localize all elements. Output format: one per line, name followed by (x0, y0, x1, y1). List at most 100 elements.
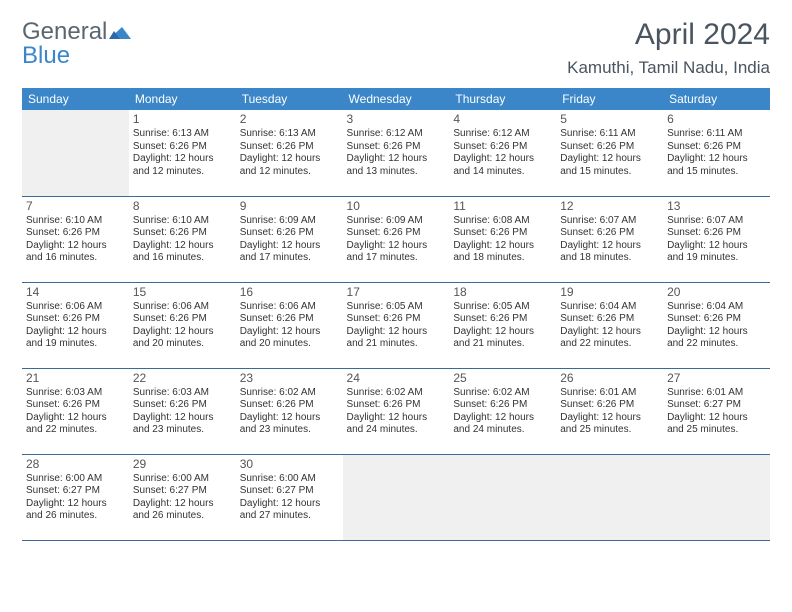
daylight-line: Daylight: 12 hours and 23 minutes. (240, 412, 339, 437)
sunrise-line: Sunrise: 6:10 AM (26, 215, 125, 228)
sunrise-line: Sunrise: 6:01 AM (667, 387, 766, 400)
day-number: 19 (560, 285, 659, 300)
title-block: April 2024 Kamuthi, Tamil Nadu, India (567, 18, 770, 78)
daylight-line: Daylight: 12 hours and 12 minutes. (133, 153, 232, 178)
calendar-table: SundayMondayTuesdayWednesdayThursdayFrid… (22, 88, 770, 541)
sunset-line: Sunset: 6:26 PM (560, 141, 659, 154)
day-number: 30 (240, 457, 339, 472)
daylight-line: Daylight: 12 hours and 22 minutes. (560, 326, 659, 351)
weekday-header: Tuesday (236, 88, 343, 110)
day-number: 26 (560, 371, 659, 386)
calendar-cell: 21Sunrise: 6:03 AMSunset: 6:26 PMDayligh… (22, 368, 129, 454)
day-number: 2 (240, 112, 339, 127)
sunrise-line: Sunrise: 6:04 AM (560, 301, 659, 314)
sunset-line: Sunset: 6:26 PM (453, 227, 552, 240)
sunrise-line: Sunrise: 6:09 AM (347, 215, 446, 228)
sunrise-line: Sunrise: 6:08 AM (453, 215, 552, 228)
logo-mark-icon (109, 18, 131, 45)
daylight-line: Daylight: 12 hours and 21 minutes. (453, 326, 552, 351)
calendar-cell: 4Sunrise: 6:12 AMSunset: 6:26 PMDaylight… (449, 110, 556, 196)
sunrise-line: Sunrise: 6:03 AM (26, 387, 125, 400)
sunset-line: Sunset: 6:26 PM (347, 141, 446, 154)
calendar-cell (449, 454, 556, 540)
header: GeneralBlue April 2024 Kamuthi, Tamil Na… (22, 18, 770, 78)
day-number: 6 (667, 112, 766, 127)
calendar-cell: 24Sunrise: 6:02 AMSunset: 6:26 PMDayligh… (343, 368, 450, 454)
sunrise-line: Sunrise: 6:00 AM (26, 473, 125, 486)
calendar-cell: 20Sunrise: 6:04 AMSunset: 6:26 PMDayligh… (663, 282, 770, 368)
calendar-row: 1Sunrise: 6:13 AMSunset: 6:26 PMDaylight… (22, 110, 770, 196)
sunrise-line: Sunrise: 6:04 AM (667, 301, 766, 314)
day-number: 29 (133, 457, 232, 472)
sunset-line: Sunset: 6:26 PM (133, 141, 232, 154)
calendar-body: 1Sunrise: 6:13 AMSunset: 6:26 PMDaylight… (22, 110, 770, 540)
location: Kamuthi, Tamil Nadu, India (567, 58, 770, 78)
daylight-line: Daylight: 12 hours and 20 minutes. (133, 326, 232, 351)
day-number: 28 (26, 457, 125, 472)
calendar-cell: 22Sunrise: 6:03 AMSunset: 6:26 PMDayligh… (129, 368, 236, 454)
sunset-line: Sunset: 6:26 PM (240, 399, 339, 412)
calendar-cell: 7Sunrise: 6:10 AMSunset: 6:26 PMDaylight… (22, 196, 129, 282)
calendar-cell: 8Sunrise: 6:10 AMSunset: 6:26 PMDaylight… (129, 196, 236, 282)
daylight-line: Daylight: 12 hours and 26 minutes. (26, 498, 125, 523)
day-number: 22 (133, 371, 232, 386)
sunrise-line: Sunrise: 6:12 AM (347, 128, 446, 141)
sunrise-line: Sunrise: 6:06 AM (133, 301, 232, 314)
brand-logo: GeneralBlue (22, 18, 131, 70)
daylight-line: Daylight: 12 hours and 20 minutes. (240, 326, 339, 351)
daylight-line: Daylight: 12 hours and 17 minutes. (240, 240, 339, 265)
sunset-line: Sunset: 6:26 PM (667, 141, 766, 154)
day-number: 7 (26, 199, 125, 214)
calendar-row: 7Sunrise: 6:10 AMSunset: 6:26 PMDaylight… (22, 196, 770, 282)
sunrise-line: Sunrise: 6:05 AM (453, 301, 552, 314)
day-number: 15 (133, 285, 232, 300)
calendar-cell: 23Sunrise: 6:02 AMSunset: 6:26 PMDayligh… (236, 368, 343, 454)
daylight-line: Daylight: 12 hours and 16 minutes. (133, 240, 232, 265)
calendar-cell: 26Sunrise: 6:01 AMSunset: 6:26 PMDayligh… (556, 368, 663, 454)
sunset-line: Sunset: 6:26 PM (453, 313, 552, 326)
sunrise-line: Sunrise: 6:03 AM (133, 387, 232, 400)
daylight-line: Daylight: 12 hours and 26 minutes. (133, 498, 232, 523)
calendar-row: 21Sunrise: 6:03 AMSunset: 6:26 PMDayligh… (22, 368, 770, 454)
sunrise-line: Sunrise: 6:00 AM (133, 473, 232, 486)
day-number: 20 (667, 285, 766, 300)
calendar-cell: 15Sunrise: 6:06 AMSunset: 6:26 PMDayligh… (129, 282, 236, 368)
calendar-cell (663, 454, 770, 540)
calendar-cell: 17Sunrise: 6:05 AMSunset: 6:26 PMDayligh… (343, 282, 450, 368)
calendar-cell: 14Sunrise: 6:06 AMSunset: 6:26 PMDayligh… (22, 282, 129, 368)
calendar-cell (22, 110, 129, 196)
calendar-cell: 25Sunrise: 6:02 AMSunset: 6:26 PMDayligh… (449, 368, 556, 454)
sunset-line: Sunset: 6:26 PM (667, 313, 766, 326)
day-number: 10 (347, 199, 446, 214)
brand-text-2: Blue (22, 42, 131, 70)
day-number: 27 (667, 371, 766, 386)
sunrise-line: Sunrise: 6:06 AM (26, 301, 125, 314)
sunset-line: Sunset: 6:26 PM (26, 313, 125, 326)
day-number: 11 (453, 199, 552, 214)
sunrise-line: Sunrise: 6:06 AM (240, 301, 339, 314)
day-number: 18 (453, 285, 552, 300)
calendar-cell: 3Sunrise: 6:12 AMSunset: 6:26 PMDaylight… (343, 110, 450, 196)
daylight-line: Daylight: 12 hours and 15 minutes. (667, 153, 766, 178)
sunset-line: Sunset: 6:26 PM (133, 227, 232, 240)
daylight-line: Daylight: 12 hours and 22 minutes. (26, 412, 125, 437)
weekday-header: Saturday (663, 88, 770, 110)
sunset-line: Sunset: 6:26 PM (347, 313, 446, 326)
month-title: April 2024 (567, 18, 770, 52)
day-number: 9 (240, 199, 339, 214)
daylight-line: Daylight: 12 hours and 15 minutes. (560, 153, 659, 178)
sunset-line: Sunset: 6:26 PM (240, 313, 339, 326)
sunrise-line: Sunrise: 6:12 AM (453, 128, 552, 141)
day-number: 14 (26, 285, 125, 300)
calendar-cell: 16Sunrise: 6:06 AMSunset: 6:26 PMDayligh… (236, 282, 343, 368)
day-number: 21 (26, 371, 125, 386)
brand-text-1: General (22, 18, 107, 45)
day-number: 24 (347, 371, 446, 386)
daylight-line: Daylight: 12 hours and 19 minutes. (26, 326, 125, 351)
daylight-line: Daylight: 12 hours and 21 minutes. (347, 326, 446, 351)
weekday-header: Friday (556, 88, 663, 110)
sunset-line: Sunset: 6:26 PM (133, 313, 232, 326)
sunset-line: Sunset: 6:26 PM (240, 141, 339, 154)
sunrise-line: Sunrise: 6:00 AM (240, 473, 339, 486)
calendar-cell: 30Sunrise: 6:00 AMSunset: 6:27 PMDayligh… (236, 454, 343, 540)
